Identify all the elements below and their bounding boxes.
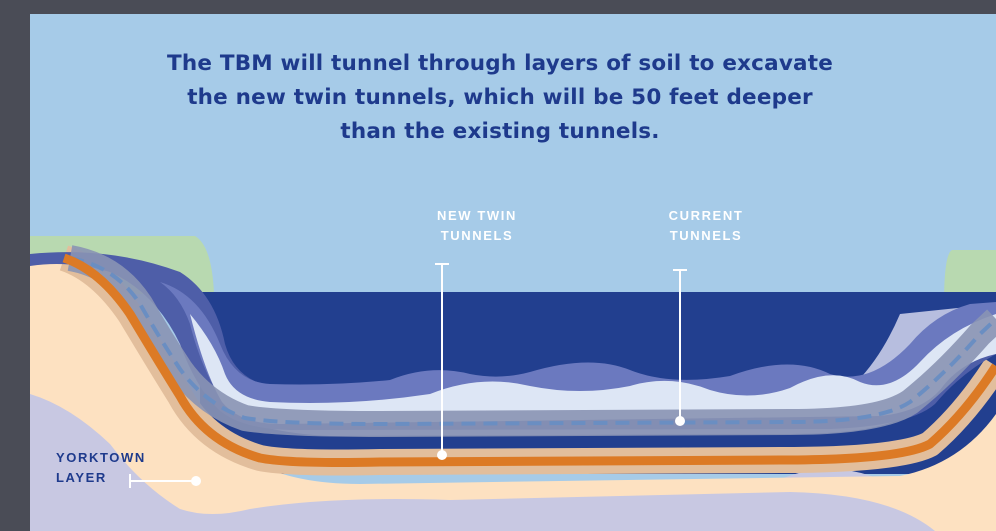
yorktown-marker — [191, 476, 201, 486]
current-tunnels-label-line-1: CURRENT — [668, 208, 744, 223]
new-tunnels-line — [62, 253, 996, 467]
new-twin-tunnels-label: NEW TWIN TUNNELS — [422, 206, 532, 246]
current-tunnels-line — [69, 256, 996, 427]
headline: The TBM will tunnel through layers of so… — [30, 47, 970, 149]
new-twin-tunnels-label-line-1: NEW TWIN — [437, 208, 517, 223]
headline-line-2: the new twin tunnels, which will be 50 f… — [187, 85, 813, 110]
cross-section-diagram — [30, 236, 996, 531]
current-tunnels-label: CURRENT TUNNELS — [656, 206, 756, 246]
sand-layer — [30, 260, 996, 531]
infographic-panel: The TBM will tunnel through layers of so… — [30, 14, 996, 531]
right-shore-grass — [944, 250, 996, 304]
yorktown-layer-label-line-1: YORKTOWN — [56, 450, 146, 465]
mid-soil — [160, 282, 996, 422]
light-soil — [190, 314, 996, 424]
headline-line-1: The TBM will tunnel through layers of so… — [166, 51, 834, 76]
current-tunnels-label-line-2: TUNNELS — [669, 228, 743, 243]
current-tunnels-marker — [675, 416, 685, 426]
headline-line-3: than the existing tunnels. — [340, 119, 660, 144]
new-twin-tunnels-label-line-2: TUNNELS — [440, 228, 514, 243]
yorktown-layer-label: YORKTOWN LAYER — [56, 448, 146, 488]
yorktown-layer-label-line-2: LAYER — [56, 470, 107, 485]
new-tunnels-marker — [437, 450, 447, 460]
